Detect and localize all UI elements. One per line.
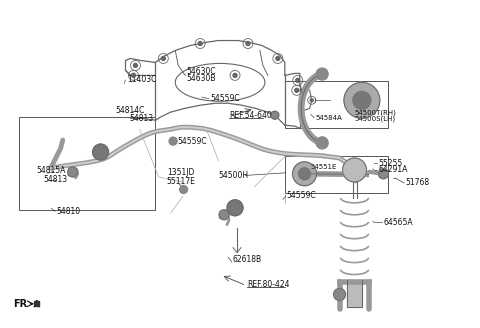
Text: 54814C: 54814C [116,106,145,114]
Circle shape [293,162,316,186]
Text: 54500S(LH): 54500S(LH) [355,115,396,122]
Circle shape [316,137,328,149]
Bar [34,300,39,306]
Text: 54559C: 54559C [287,191,316,199]
Circle shape [310,99,313,102]
Text: 54810: 54810 [56,207,80,216]
Text: 11403C: 11403C [127,74,156,84]
Bar [286,156,388,194]
Circle shape [233,73,237,77]
Circle shape [344,82,380,118]
Text: 54559C: 54559C [210,94,240,103]
Circle shape [227,200,243,216]
Text: REF.54-640: REF.54-640 [229,112,272,120]
Circle shape [169,137,177,145]
Circle shape [295,88,299,92]
Circle shape [198,42,202,46]
Circle shape [378,169,388,179]
Circle shape [133,63,137,68]
Circle shape [316,68,328,80]
Text: 54630B: 54630B [186,74,216,83]
Bar [286,81,388,128]
Circle shape [93,144,108,160]
Text: 54551E: 54551E [311,164,337,170]
Circle shape [334,288,346,300]
Text: FR: FR [13,299,27,309]
Circle shape [343,158,366,182]
Text: 55255: 55255 [379,159,403,168]
Circle shape [68,167,78,177]
Text: 54559C: 54559C [177,137,206,146]
Text: 64291A: 64291A [379,165,408,174]
Circle shape [276,56,280,60]
Text: REF.80-424: REF.80-424 [247,280,289,289]
Text: 1351JD: 1351JD [168,168,195,177]
Circle shape [219,210,229,220]
Circle shape [271,111,279,119]
Text: 64565A: 64565A [384,218,413,227]
Circle shape [299,168,311,180]
Circle shape [246,42,250,46]
Text: 54584A: 54584A [315,115,342,121]
Text: 62618B: 62618B [233,255,262,264]
Circle shape [132,73,135,77]
Text: 54813: 54813 [129,114,153,123]
Circle shape [161,56,165,60]
Text: 55117E: 55117E [166,177,195,186]
Text: 54500H: 54500H [218,171,249,180]
Text: 54815A: 54815A [36,166,65,175]
Text: 54813: 54813 [43,175,67,184]
Text: 54630C: 54630C [186,67,216,76]
Bar [19,117,156,210]
Text: 51768: 51768 [405,178,429,187]
Text: 54500T(RH): 54500T(RH) [355,109,396,116]
Circle shape [353,92,371,109]
Circle shape [180,186,188,194]
Circle shape [296,78,300,82]
